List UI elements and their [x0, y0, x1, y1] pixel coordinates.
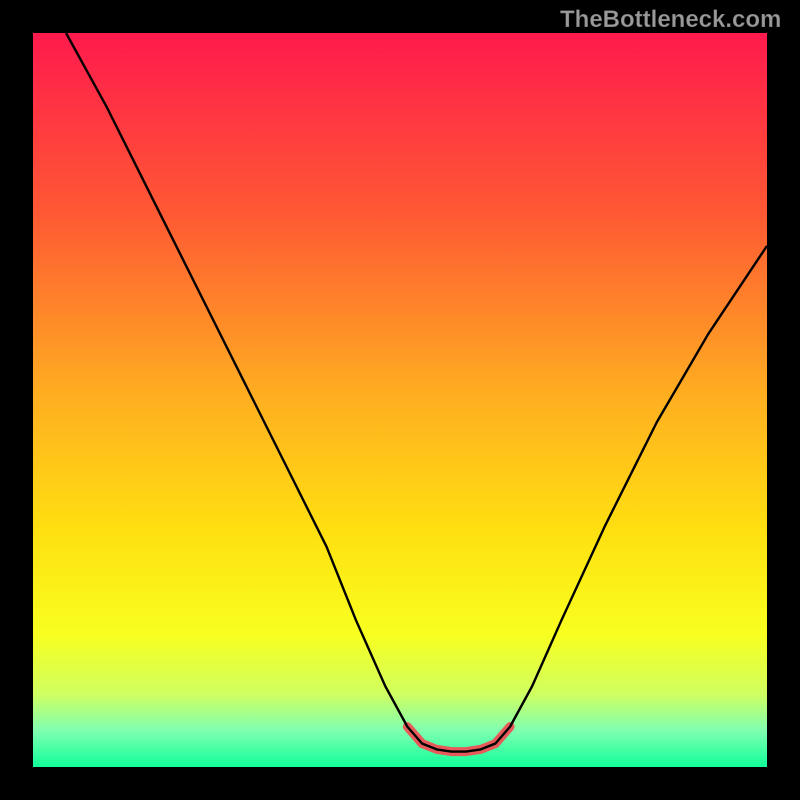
main-curve — [66, 33, 767, 752]
chart-svg — [0, 0, 800, 800]
accent-curve-segment — [407, 727, 510, 752]
watermark-text: TheBottleneck.com — [560, 6, 781, 34]
